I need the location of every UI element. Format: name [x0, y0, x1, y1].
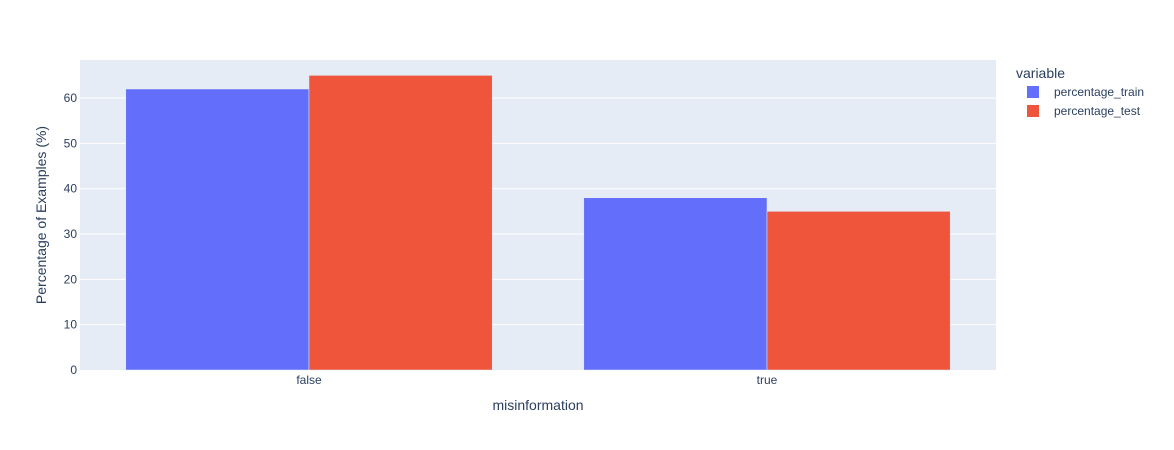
- legend-label: percentage_train: [1054, 85, 1144, 99]
- legend-swatch: [1027, 86, 1039, 98]
- bar-percentage_train-true: [583, 197, 768, 371]
- bar-percentage_train-false: [125, 88, 310, 371]
- bar-percentage_test-true: [766, 211, 951, 371]
- legend-swatch: [1027, 105, 1039, 117]
- y-tick-label: 50: [64, 136, 78, 150]
- x-tick-label: true: [757, 373, 778, 387]
- x-axis-title: misinformation: [492, 397, 583, 413]
- y-tick-label: 60: [64, 91, 78, 105]
- legend-label: percentage_test: [1054, 104, 1141, 118]
- y-tick-label: 20: [64, 272, 78, 286]
- bar-percentage_test-false: [308, 75, 493, 371]
- legend-items: percentage_train percentage_test: [1027, 85, 1144, 118]
- y-tick-label: 30: [64, 227, 78, 241]
- y-tick-label: 40: [64, 182, 78, 196]
- y-tick-labels: 0 10 20 30 40 50 60: [64, 91, 78, 377]
- x-tick-labels: false true: [296, 373, 777, 387]
- y-tick-label: 0: [70, 363, 77, 377]
- x-tick-label: false: [296, 373, 322, 387]
- legend-title: variable: [1016, 65, 1065, 81]
- y-tick-label: 10: [64, 318, 78, 332]
- legend: variable percentage_train percentage_test: [1016, 65, 1144, 118]
- bars: [125, 75, 951, 371]
- y-axis-title: Percentage of Examples (%): [33, 126, 49, 304]
